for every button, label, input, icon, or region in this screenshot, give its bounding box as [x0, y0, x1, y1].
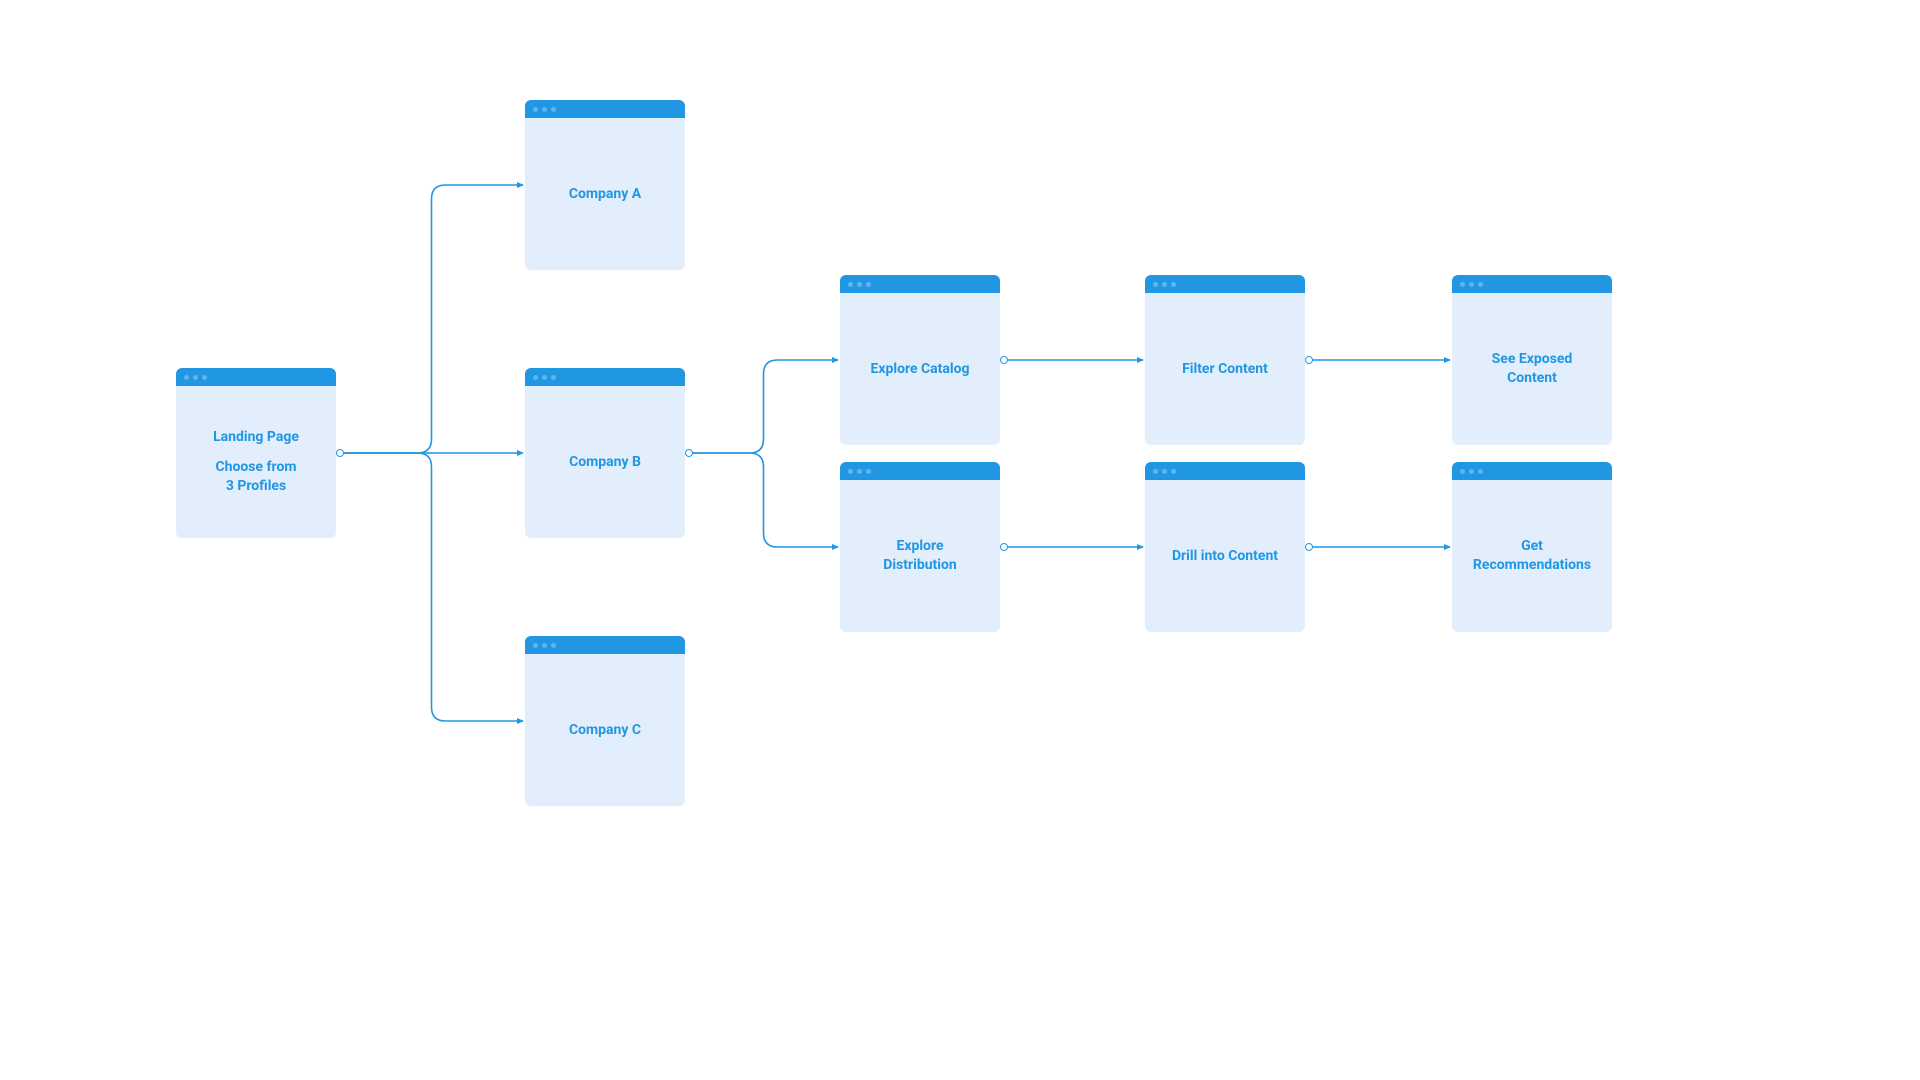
node-exposed: See ExposedContent — [1452, 275, 1612, 445]
window-dot-icon — [1460, 469, 1465, 474]
connection-port-icon — [336, 449, 344, 457]
node-titlebar — [176, 368, 336, 386]
edge-landing-companyA — [340, 185, 523, 453]
window-dot-icon — [193, 375, 198, 380]
window-dot-icon — [1469, 469, 1474, 474]
window-dot-icon — [857, 469, 862, 474]
node-label: Explore — [896, 537, 943, 556]
edge-companyB-distrib — [689, 453, 838, 547]
flowchart-canvas: Landing Page Choose from3 Profiles Compan… — [0, 0, 1920, 1080]
window-dot-icon — [542, 375, 547, 380]
window-dot-icon — [202, 375, 207, 380]
node-titlebar — [1145, 462, 1305, 480]
window-dot-icon — [1171, 282, 1176, 287]
window-dot-icon — [1478, 282, 1483, 287]
node-titlebar — [840, 275, 1000, 293]
node-titlebar — [525, 100, 685, 118]
node-label — [254, 447, 257, 458]
node-recs: GetRecommendations — [1452, 462, 1612, 632]
edge-landing-companyC — [340, 453, 523, 721]
window-dot-icon — [184, 375, 189, 380]
window-dot-icon — [1469, 282, 1474, 287]
node-label: Filter Content — [1182, 360, 1268, 379]
window-dot-icon — [866, 282, 871, 287]
node-body: Drill into Content — [1145, 480, 1305, 632]
node-label: Company C — [569, 721, 641, 740]
connection-port-icon — [1000, 543, 1008, 551]
node-body: ExploreDistribution — [840, 480, 1000, 632]
window-dot-icon — [1478, 469, 1483, 474]
node-label: 3 Profiles — [226, 477, 286, 496]
node-body: Landing Page Choose from3 Profiles — [176, 386, 336, 538]
node-companyC: Company C — [525, 636, 685, 806]
node-label: Drill into Content — [1172, 547, 1278, 566]
window-dot-icon — [542, 107, 547, 112]
window-dot-icon — [551, 375, 556, 380]
node-catalog: Explore Catalog — [840, 275, 1000, 445]
connection-port-icon — [685, 449, 693, 457]
window-dot-icon — [857, 282, 862, 287]
node-distrib: ExploreDistribution — [840, 462, 1000, 632]
window-dot-icon — [1153, 469, 1158, 474]
node-filter: Filter Content — [1145, 275, 1305, 445]
node-body: GetRecommendations — [1452, 480, 1612, 632]
window-dot-icon — [1162, 282, 1167, 287]
window-dot-icon — [866, 469, 871, 474]
node-landing: Landing Page Choose from3 Profiles — [176, 368, 336, 538]
window-dot-icon — [848, 469, 853, 474]
node-body: See ExposedContent — [1452, 293, 1612, 445]
node-companyB: Company B — [525, 368, 685, 538]
node-body: Filter Content — [1145, 293, 1305, 445]
node-titlebar — [1452, 275, 1612, 293]
node-label: Company B — [569, 453, 641, 472]
node-titlebar — [840, 462, 1000, 480]
node-label: Company A — [569, 185, 641, 204]
window-dot-icon — [1171, 469, 1176, 474]
node-body: Company C — [525, 654, 685, 806]
node-titlebar — [525, 636, 685, 654]
window-dot-icon — [1162, 469, 1167, 474]
node-drill: Drill into Content — [1145, 462, 1305, 632]
window-dot-icon — [533, 107, 538, 112]
window-dot-icon — [533, 375, 538, 380]
connection-port-icon — [1000, 356, 1008, 364]
window-dot-icon — [551, 107, 556, 112]
window-dot-icon — [1460, 282, 1465, 287]
node-companyA: Company A — [525, 100, 685, 270]
node-titlebar — [1145, 275, 1305, 293]
node-label: See Exposed — [1492, 350, 1573, 369]
connection-port-icon — [1305, 543, 1313, 551]
edges-group — [340, 185, 1450, 721]
node-titlebar — [525, 368, 685, 386]
node-label: Choose from — [216, 458, 297, 477]
window-dot-icon — [542, 643, 547, 648]
node-body: Company B — [525, 386, 685, 538]
node-body: Company A — [525, 118, 685, 270]
node-label: Distribution — [883, 556, 956, 575]
node-label: Recommendations — [1473, 556, 1591, 575]
window-dot-icon — [533, 643, 538, 648]
node-label: Get — [1521, 537, 1543, 556]
node-label: Content — [1507, 369, 1557, 388]
edge-companyB-catalog — [689, 360, 838, 453]
node-label: Explore Catalog — [870, 360, 969, 379]
connection-port-icon — [1305, 356, 1313, 364]
node-titlebar — [1452, 462, 1612, 480]
window-dot-icon — [848, 282, 853, 287]
node-body: Explore Catalog — [840, 293, 1000, 445]
window-dot-icon — [551, 643, 556, 648]
window-dot-icon — [1153, 282, 1158, 287]
